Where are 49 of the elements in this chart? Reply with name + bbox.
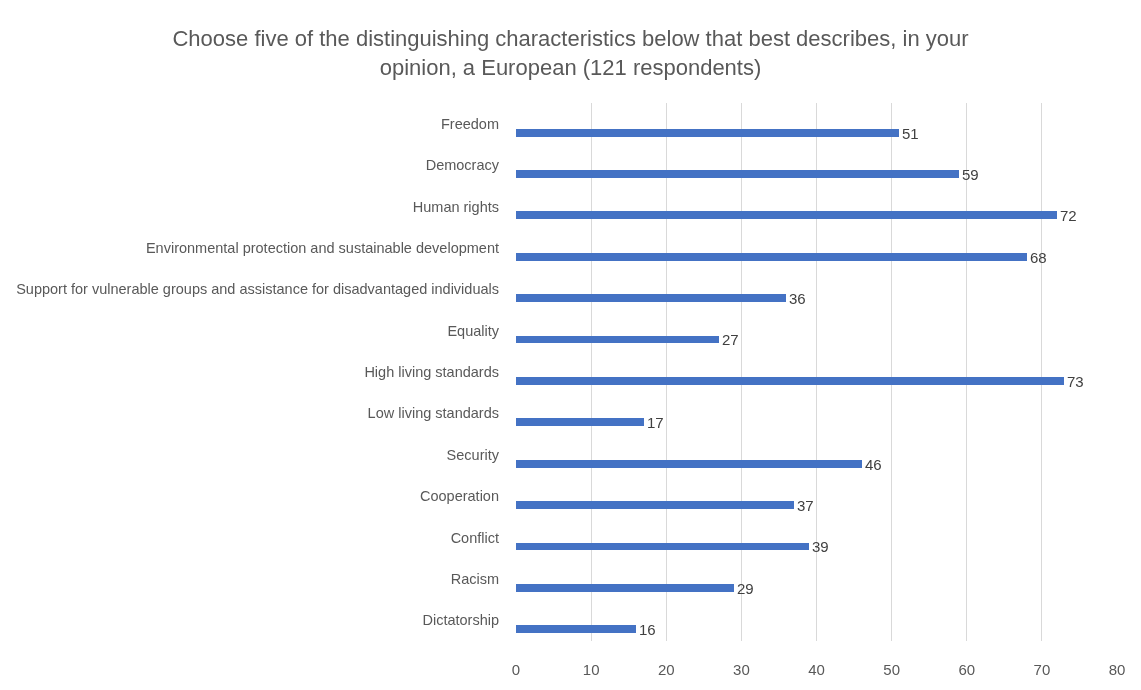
y-tick-label: High living standards <box>364 364 499 381</box>
bar <box>516 418 644 426</box>
x-tick-label: 60 <box>958 661 976 678</box>
x-tick-label: 10 <box>582 661 600 678</box>
bar <box>516 294 786 302</box>
bar <box>516 170 959 178</box>
bar <box>516 377 1064 385</box>
y-tick-label: Democracy <box>425 157 500 174</box>
data-label: 27 <box>722 331 739 348</box>
y-tick-label: Human rights <box>412 198 499 215</box>
chart-title: Choose five of the distinguishing characteristics below that best describes, in your opinion, a European (121 respondents) <box>172 26 969 80</box>
data-label: 51 <box>902 124 919 142</box>
data-label: 39 <box>812 538 829 555</box>
x-tick-label: 40 <box>808 661 825 678</box>
data-label: 73 <box>1067 372 1084 390</box>
data-label: 68 <box>1030 248 1047 266</box>
data-label: 37 <box>797 496 814 514</box>
x-tick-label: 20 <box>657 661 675 678</box>
x-tick-label: 0 <box>511 661 521 678</box>
bar <box>516 253 1027 261</box>
bar <box>516 584 734 592</box>
data-label: 17 <box>647 413 664 431</box>
bar <box>516 129 899 137</box>
bar <box>516 336 719 343</box>
data-label: 46 <box>865 455 882 473</box>
y-tick-label: Support for vulnerable groups and assistance for disadvantaged individuals <box>16 281 499 298</box>
bar <box>516 543 809 550</box>
y-tick-label: Low living standards <box>367 405 499 422</box>
bar <box>516 625 636 633</box>
data-label: 29 <box>737 579 754 597</box>
x-tick-label: 80 <box>1108 661 1126 678</box>
bar <box>516 501 794 509</box>
bar <box>516 211 1057 219</box>
data-label: 36 <box>789 289 806 307</box>
y-tick-label: Cooperation <box>420 488 499 505</box>
y-tick-label: Environmental protection and sustainable development <box>145 239 499 256</box>
data-label: 72 <box>1060 206 1077 224</box>
y-tick-label: Racism <box>450 570 499 587</box>
y-tick-label: Equality <box>447 322 500 339</box>
y-tick-label: Dictatorship <box>422 612 499 629</box>
data-label: 16 <box>639 620 656 638</box>
bar <box>516 460 862 468</box>
x-tick-label: 70 <box>1033 661 1051 678</box>
data-label: 59 <box>962 165 979 183</box>
x-tick-label: 50 <box>883 661 900 678</box>
x-tick-label: 30 <box>733 661 750 678</box>
y-tick-label: Conflict <box>450 529 499 546</box>
y-tick-label: Security <box>446 446 500 463</box>
y-tick-label: Freedom <box>440 115 499 132</box>
